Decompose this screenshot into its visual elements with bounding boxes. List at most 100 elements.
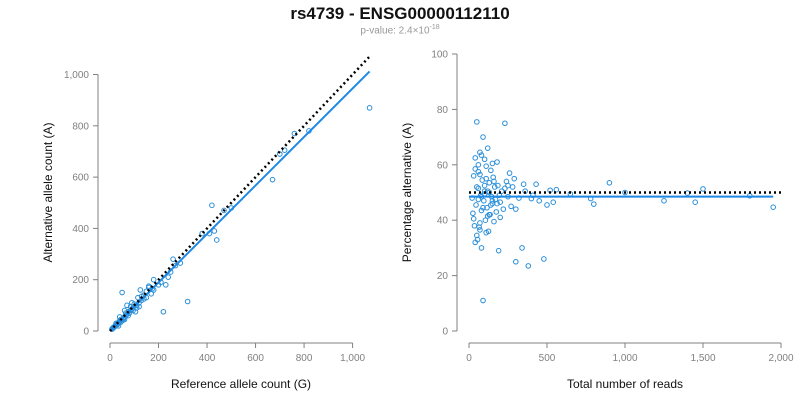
left-y-tick-label: 1,000 [64,70,89,81]
right-data-point [591,201,597,207]
right-data-point [497,199,504,205]
right-data-point [511,175,518,182]
right-y-tick-label: 80 [437,105,449,116]
right-data-point [477,227,483,233]
right-data-point [481,156,488,163]
right-data-point [481,182,488,189]
right-data-point [470,210,476,217]
left-x-axis-title: Reference allele count (G) [171,377,311,391]
right-data-point [493,209,500,215]
right-data-point [541,256,547,262]
right-data-point [471,222,478,229]
right-data-point [525,263,532,269]
right-data-point [486,211,493,218]
left-data-point [160,308,167,315]
left-y-tick-label: 200 [72,275,89,286]
right-data-point [520,181,527,187]
right-data-point [519,245,525,251]
right-data-point [484,204,490,211]
left-reference-line [109,55,371,332]
left-fit-line [109,70,371,332]
right-data-point [500,206,507,212]
right-data-point [495,247,502,254]
right-data-point [477,149,483,156]
left-x-tick-label: 600 [247,353,264,364]
right-data-point [482,217,489,223]
right-y-tick-label: 20 [437,271,449,282]
right-data-point [553,186,560,193]
right-data-point [477,171,483,178]
left-x-tick-label: 800 [296,353,313,364]
right-data-point [484,188,491,194]
right-data-point [494,159,500,165]
right-data-point [477,220,483,226]
left-data-point [199,230,205,237]
right-data-point [483,229,489,236]
right-data-point [550,199,557,205]
left-y-tick-label: 0 [83,327,89,338]
left-data-point [109,326,115,333]
right-data-point [495,182,501,189]
right-x-tick-label: 0 [466,353,472,364]
right-data-point [491,184,498,190]
right-x-tick-label: 1,000 [612,353,637,364]
right-data-point [700,186,706,192]
right-data-point [472,166,479,172]
right-data-point [494,200,500,207]
left-data-point [281,147,288,153]
right-y-tick-label: 40 [437,216,449,227]
right-x-tick-label: 2,000 [768,353,793,364]
right-data-point [536,198,543,204]
left-data-point [211,228,218,234]
left-y-tick-label: 600 [72,173,89,184]
right-data-point [478,152,485,158]
right-data-point [491,178,497,185]
right-y-axis-title: Percentage alternative (A) [400,123,414,262]
left-x-tick-label: 1,000 [340,353,365,364]
right-data-point [480,297,486,304]
left-data-point [366,105,373,111]
right-data-point [470,173,477,179]
right-data-point [478,207,485,214]
right-x-axis-title: Total number of reads [567,377,683,391]
right-data-point [491,218,497,225]
right-data-point [475,185,482,192]
left-data-point [124,302,130,309]
chart-title: rs4739 - ENSG00000112110 [290,4,510,23]
right-data-point [505,182,511,189]
left-data-point [150,276,157,283]
left-data-point [213,237,220,243]
right-data-point [472,155,479,161]
right-data-point [478,245,485,251]
right-data-point [692,199,699,205]
right-data-point [508,203,514,210]
left-x-tick-label: 200 [150,353,167,364]
right-data-point [484,145,491,151]
left-x-tick-label: 0 [107,353,113,364]
right-x-tick-label: 500 [539,353,556,364]
left-data-point [269,176,276,183]
right-data-point [606,180,613,186]
left-data-point [184,298,191,305]
right-data-point [475,168,482,175]
left-data-point [165,274,172,280]
right-y-tick-label: 0 [442,327,448,338]
right-data-point [497,214,504,221]
p-value-exponent: -18 [429,24,440,31]
right-data-point [481,198,487,204]
right-data-point [513,206,519,212]
right-data-point [474,119,480,125]
right-data-point [770,204,777,210]
left-data-point [119,289,125,296]
right-data-point [483,163,489,169]
right-y-tick-label: 100 [431,50,448,61]
left-data-point [162,282,169,288]
right-data-point [480,134,486,140]
right-data-point [488,167,494,174]
left-data-point [148,291,155,297]
right-data-point [475,162,482,168]
right-data-point [661,198,667,204]
right-data-point [506,170,513,176]
right-data-point [483,175,489,182]
